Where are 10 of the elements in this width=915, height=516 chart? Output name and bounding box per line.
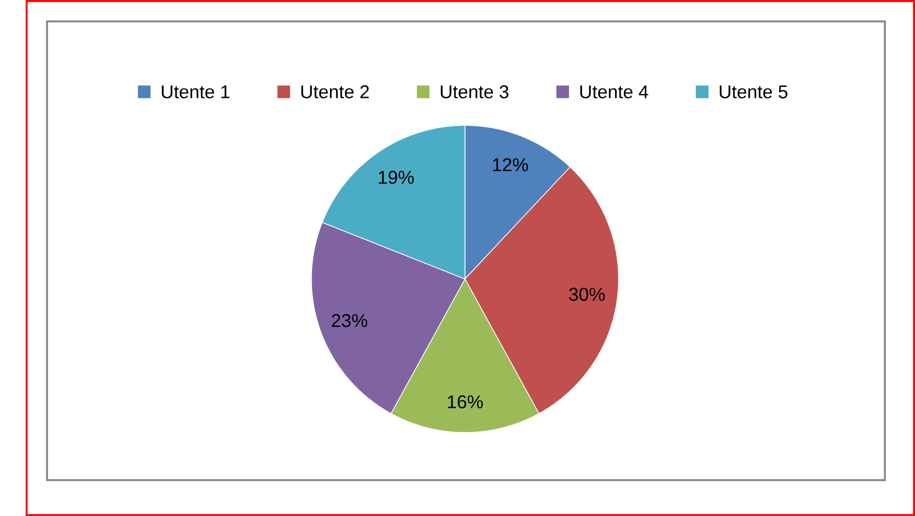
legend-label: Utente 4 bbox=[580, 85, 648, 98]
data-label: 30% bbox=[569, 288, 605, 301]
legend-label: Utente 5 bbox=[720, 85, 788, 98]
legend-label: Utente 2 bbox=[301, 85, 369, 98]
data-label: 16% bbox=[448, 395, 483, 408]
data-label: 12% bbox=[493, 158, 528, 172]
legend-label: Utente 3 bbox=[440, 85, 508, 98]
legend-label: Utente 1 bbox=[162, 85, 230, 98]
data-label: 19% bbox=[378, 170, 414, 184]
data-label: 23% bbox=[332, 314, 368, 328]
